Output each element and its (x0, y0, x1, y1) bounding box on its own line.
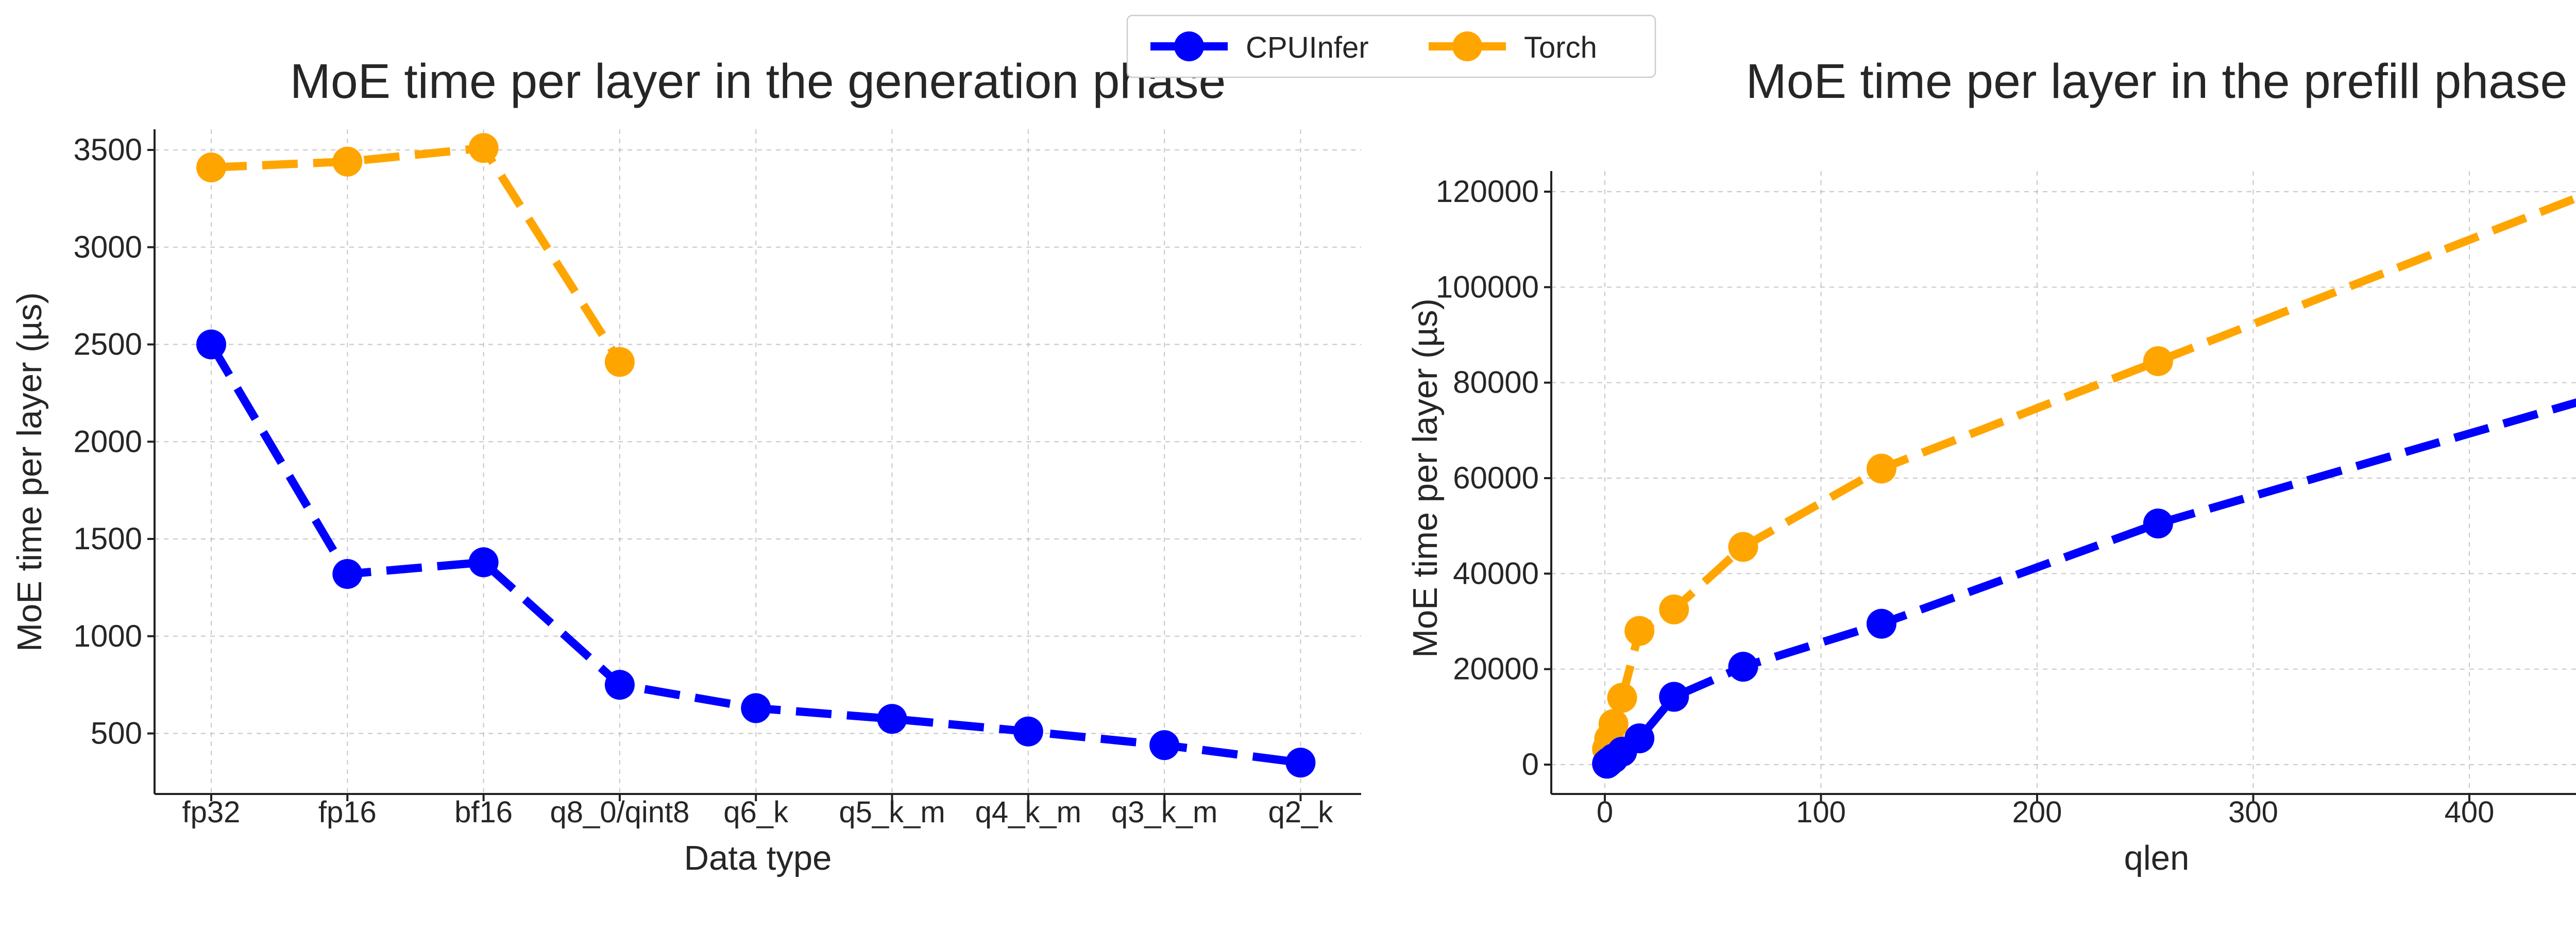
svg-text:q2_k: q2_k (1268, 796, 1334, 829)
svg-text:0: 0 (1597, 796, 1613, 829)
svg-text:40000: 40000 (1453, 556, 1539, 590)
svg-text:3000: 3000 (74, 230, 142, 264)
svg-text:q8_0/qint8: q8_0/qint8 (550, 796, 689, 829)
svg-text:MoE time per layer (µs): MoE time per layer (µs) (10, 292, 49, 652)
svg-text:bf16: bf16 (454, 796, 513, 829)
svg-text:MoE time per layer in the gene: MoE time per layer in the generation pha… (290, 54, 1226, 109)
svg-text:q6_k: q6_k (723, 796, 789, 829)
svg-text:2000: 2000 (74, 424, 142, 459)
svg-text:Data type: Data type (684, 839, 832, 877)
svg-text:120000: 120000 (1436, 174, 1539, 209)
svg-text:fp32: fp32 (182, 796, 241, 829)
svg-text:2500: 2500 (74, 327, 142, 362)
svg-text:q4_k_m: q4_k_m (975, 796, 1081, 829)
svg-text:1000: 1000 (74, 619, 142, 653)
svg-text:300: 300 (2228, 796, 2278, 829)
svg-text:1500: 1500 (74, 521, 142, 556)
svg-text:fp16: fp16 (318, 796, 377, 829)
svg-text:q5_k_m: q5_k_m (839, 796, 945, 829)
svg-text:400: 400 (2445, 796, 2495, 829)
svg-text:500: 500 (91, 716, 142, 751)
svg-text:200: 200 (2012, 796, 2062, 829)
svg-text:100: 100 (1796, 796, 1846, 829)
svg-text:Torch: Torch (1524, 31, 1597, 64)
svg-text:80000: 80000 (1453, 365, 1539, 400)
svg-text:20000: 20000 (1453, 652, 1539, 686)
svg-text:100000: 100000 (1436, 269, 1539, 304)
svg-text:MoE time per layer (µs): MoE time per layer (µs) (1406, 298, 1445, 658)
svg-text:60000: 60000 (1453, 461, 1539, 495)
svg-text:3500: 3500 (74, 132, 142, 167)
svg-text:MoE time per layer in the pref: MoE time per layer in the prefill phase (1746, 54, 2568, 109)
svg-text:CPUInfer: CPUInfer (1246, 31, 1369, 64)
svg-text:q3_k_m: q3_k_m (1111, 796, 1217, 829)
svg-text:qlen: qlen (2124, 839, 2190, 877)
svg-text:0: 0 (1522, 747, 1539, 782)
